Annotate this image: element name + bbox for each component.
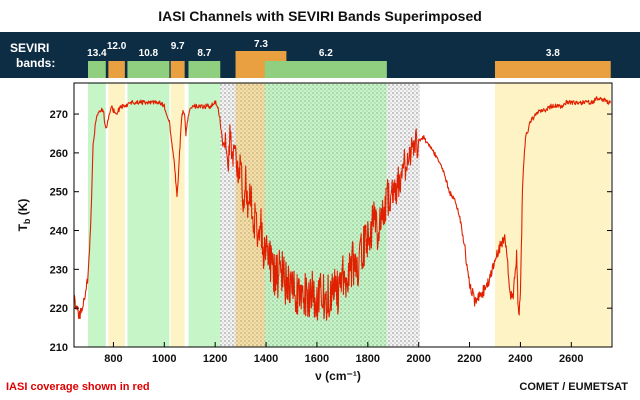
x-tick-label-2400: 2400 (508, 353, 532, 365)
band-label-3-8: 3.8 (546, 48, 560, 59)
band-box-9-7 (170, 61, 185, 78)
x-tick-label-2200: 2200 (457, 353, 481, 365)
x-tick-label-800: 800 (104, 353, 122, 365)
band-shade-8-7 (188, 83, 221, 347)
band-shade-12-0 (108, 83, 125, 347)
band-box-8-7 (188, 61, 221, 78)
y-tick-label-260: 260 (50, 148, 68, 160)
x-tick-label-1400: 1400 (254, 353, 278, 365)
band-shade-9-7 (170, 83, 185, 347)
band-label-9-7: 9.7 (171, 41, 185, 52)
band-label-6-2: 6.2 (319, 48, 333, 59)
band-label-12-0: 12.0 (107, 41, 127, 52)
y-tick-label-210: 210 (50, 342, 68, 354)
band-box-10-8 (127, 61, 170, 78)
x-tick-label-1000: 1000 (152, 353, 176, 365)
x-tick-label-1200: 1200 (203, 353, 227, 365)
x-tick-label-2000: 2000 (406, 353, 430, 365)
footer-credit: COMET / EUMETSAT (519, 381, 628, 393)
x-tick-label-1800: 1800 (356, 353, 380, 365)
seviri-header-label-line1: SEVIRI (10, 41, 49, 55)
band-box-6-2 (264, 61, 387, 78)
y-axis-label: Tb (K) (16, 199, 32, 232)
band-box-12-0 (108, 61, 125, 78)
grey-dotted-region-1 (386, 83, 420, 347)
footer-coverage-note: IASI coverage shown in red (6, 381, 150, 393)
band-label-8-7: 8.7 (197, 48, 211, 59)
band-label-13-4: 13.4 (87, 48, 107, 59)
band-shade-10-8 (127, 83, 170, 347)
y-tick-label-230: 230 (50, 264, 68, 276)
iasi-series-line (73, 96, 611, 321)
plot-frame (73, 82, 613, 348)
band-label-10-8: 10.8 (139, 48, 159, 59)
band-label-7-3: 7.3 (254, 39, 268, 50)
band-box-13-4 (87, 61, 106, 78)
x-tick-label-1600: 1600 (305, 353, 329, 365)
x-tick-label-2600: 2600 (559, 353, 583, 365)
seviri-header-label-line2: bands: (16, 56, 55, 70)
x-axis-label: ν (cm⁻¹) (315, 369, 361, 383)
y-tick-label-240: 240 (50, 226, 68, 238)
y-tick-label-270: 270 (50, 109, 68, 121)
y-tick-label-220: 220 (50, 303, 68, 315)
grey-dotted-region-0 (220, 83, 236, 347)
band-box-3-8 (494, 61, 611, 78)
chart-title: IASI Channels with SEVIRI Bands Superimp… (158, 8, 482, 24)
band-shade-3-8 (494, 83, 611, 347)
y-tick-label-250: 250 (50, 187, 68, 199)
